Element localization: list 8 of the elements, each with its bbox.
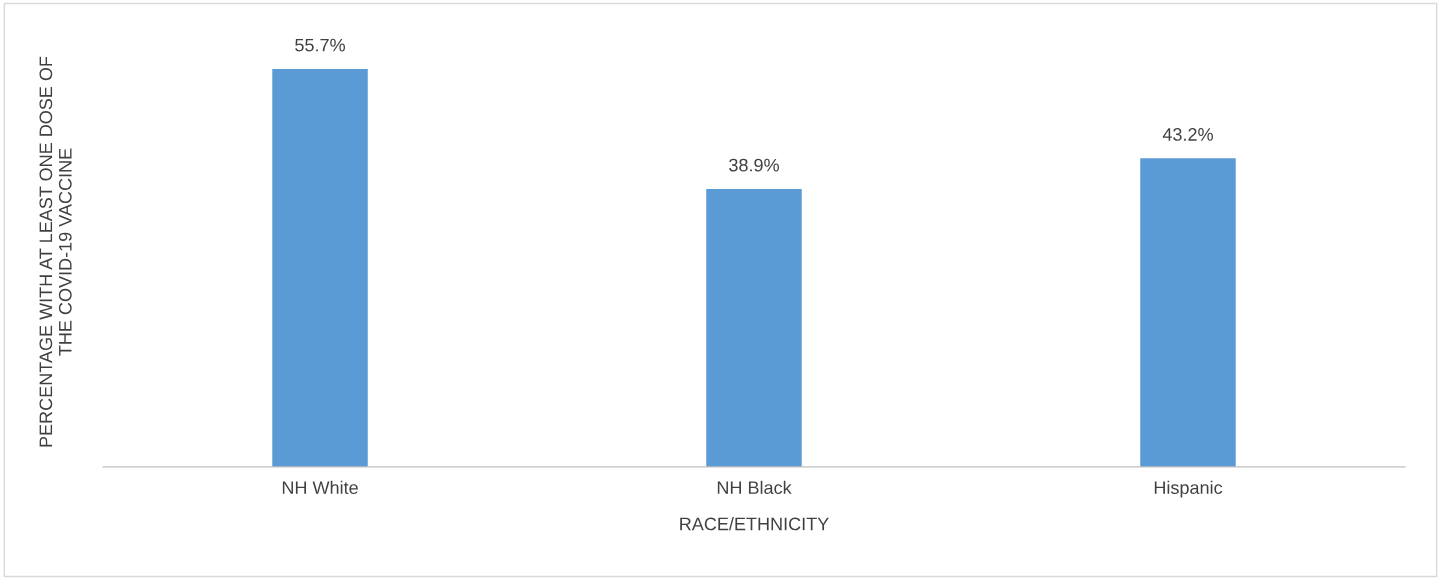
data-label: 38.9% [729,158,779,172]
x-tick-label: NH Black [717,480,792,495]
x-axis-title: RACE/ETHNICITY [680,517,829,531]
y-axis-title: PERCENTAGE WITH AT LEAST ONE DOSE OF THE COVID-19 VACCINE [39,56,72,447]
data-label: 43.2% [1162,128,1213,141]
x-tick-label: Hispanic [1154,480,1223,498]
x-tick-label: NH White [282,480,358,495]
data-label: 55.7% [295,38,345,52]
